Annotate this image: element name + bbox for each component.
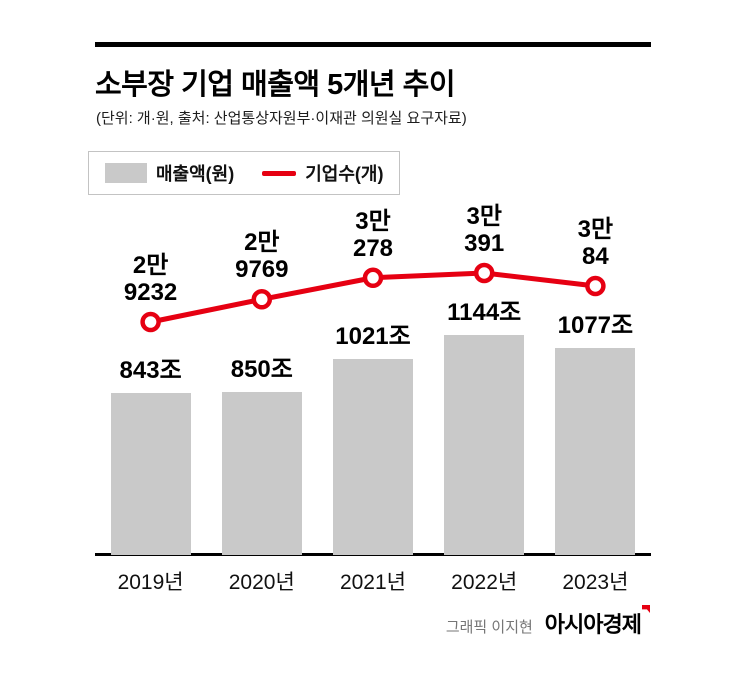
companies-value-label: 3만 391 <box>464 202 505 257</box>
graphic-credit: 그래픽 이지현 <box>445 619 533 636</box>
x-axis-year-label: 2021년 <box>339 571 406 594</box>
revenue-bar-label: 843조 <box>119 357 182 384</box>
brand-name: 아시아경제 <box>544 612 642 637</box>
line-marker <box>251 289 273 310</box>
line-marker <box>585 275 606 297</box>
revenue-bar <box>110 393 191 555</box>
companies-value-label: 2만 9232 <box>123 252 178 306</box>
legend: 매출액(원) 기업수(개) <box>88 151 401 195</box>
companies-value-label: 3만 84 <box>577 215 614 270</box>
legend-label-revenue: 매출액(원) <box>156 164 235 184</box>
revenue-bar <box>555 348 636 555</box>
companies-value-label: 3만 278 <box>352 207 394 262</box>
brand-mark-icon <box>642 605 650 613</box>
legend-item-companies: 기업수(개) <box>262 160 383 186</box>
legend-item-revenue: 매출액(원) <box>105 160 234 186</box>
footer: 그래픽 이지현 아시아경제 <box>445 605 650 639</box>
brand-logo: 아시아경제 <box>544 605 650 639</box>
x-axis-year-label: 2019년 <box>117 571 184 594</box>
line-marker <box>473 262 495 284</box>
x-axis-year-label: 2020년 <box>228 571 295 594</box>
legend-label-companies: 기업수(개) <box>305 164 384 184</box>
revenue-bar-swatch <box>105 163 147 183</box>
revenue-bar <box>221 392 302 555</box>
revenue-bar <box>444 335 525 555</box>
revenue-bar-label: 1021조 <box>335 323 411 350</box>
revenue-bar-label: 850조 <box>230 356 293 383</box>
companies-line-swatch <box>262 170 297 176</box>
companies-value-label: 2만 9769 <box>235 229 289 284</box>
revenue-bar-label: 1077조 <box>557 312 634 339</box>
revenue-bar-label: 1144조 <box>447 299 522 326</box>
chart-title: 소부장 기업 매출액 5개년 추이 <box>95 69 456 101</box>
revenue-bar <box>333 359 413 555</box>
line-marker <box>140 311 161 333</box>
top-rule <box>95 42 651 47</box>
x-axis-year-label: 2023년 <box>562 571 629 594</box>
chart-subtitle: (단위: 개·원, 출처: 산업통상자원부·이재관 의원실 요구자료) <box>96 110 467 127</box>
x-axis-year-label: 2022년 <box>451 571 518 594</box>
line-marker <box>362 267 384 289</box>
